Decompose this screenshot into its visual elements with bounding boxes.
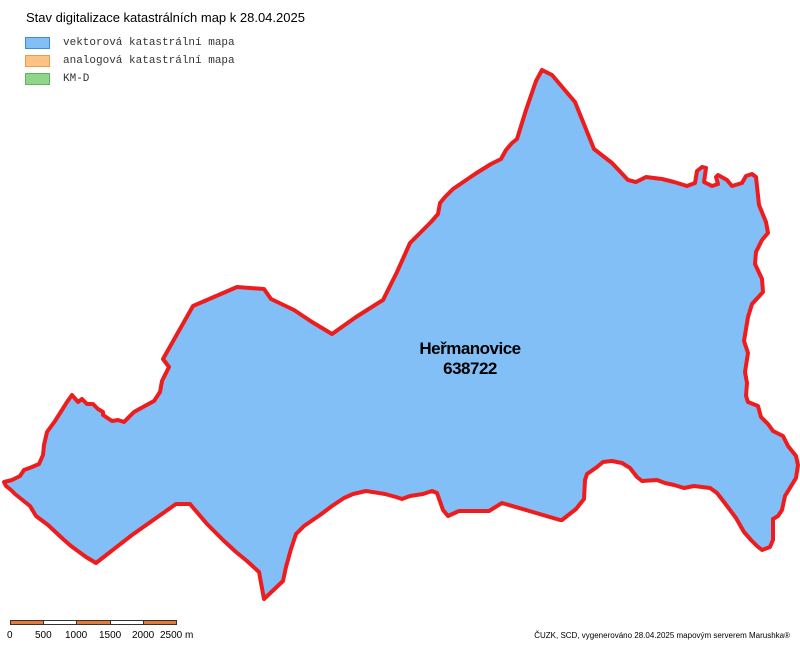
legend-label-kmd: KM-D (63, 73, 90, 85)
legend-item-vector: vektorová katastrální mapa (25, 36, 285, 54)
scale-tick-1000: 1000 (65, 630, 88, 641)
scale-bar-segment (11, 621, 45, 624)
legend-swatch-kmd (25, 73, 50, 85)
legend-item-kmd: KM-D (25, 72, 285, 90)
scale-bar-segment (110, 621, 144, 624)
territory-label: Heřmanovice 638722 (400, 339, 540, 379)
cadastral-territory-polygon[interactable] (2, 68, 800, 601)
map-credits: ČUZK, SCD, vygenerováno 28.04.2025 mapov… (534, 631, 790, 640)
scale-tick-2500: 2500 m (160, 630, 194, 641)
legend-swatch-analog (25, 55, 50, 67)
map-title: Stav digitalizace katastrálních map k 28… (26, 10, 305, 25)
scale-bar (10, 620, 177, 625)
legend-swatch-vector (25, 37, 50, 49)
legend: vektorová katastrální mapa analogová kat… (25, 36, 285, 90)
scale-tick-1500: 1500 (99, 630, 122, 641)
territory-code: 638722 (443, 359, 497, 378)
scale-tick-500: 500 (35, 630, 52, 641)
legend-item-analog: analogová katastrální mapa (25, 54, 285, 72)
scale-tick-2000: 2000 (132, 630, 155, 641)
scale-bar-segment (143, 621, 177, 624)
legend-label-vector: vektorová katastrální mapa (63, 37, 235, 49)
legend-label-analog: analogová katastrální mapa (63, 55, 235, 67)
scale-tick-0: 0 (7, 630, 13, 641)
territory-name: Heřmanovice (419, 339, 521, 358)
scale-bar-segment (77, 621, 111, 624)
scale-bar-segment (44, 621, 78, 624)
